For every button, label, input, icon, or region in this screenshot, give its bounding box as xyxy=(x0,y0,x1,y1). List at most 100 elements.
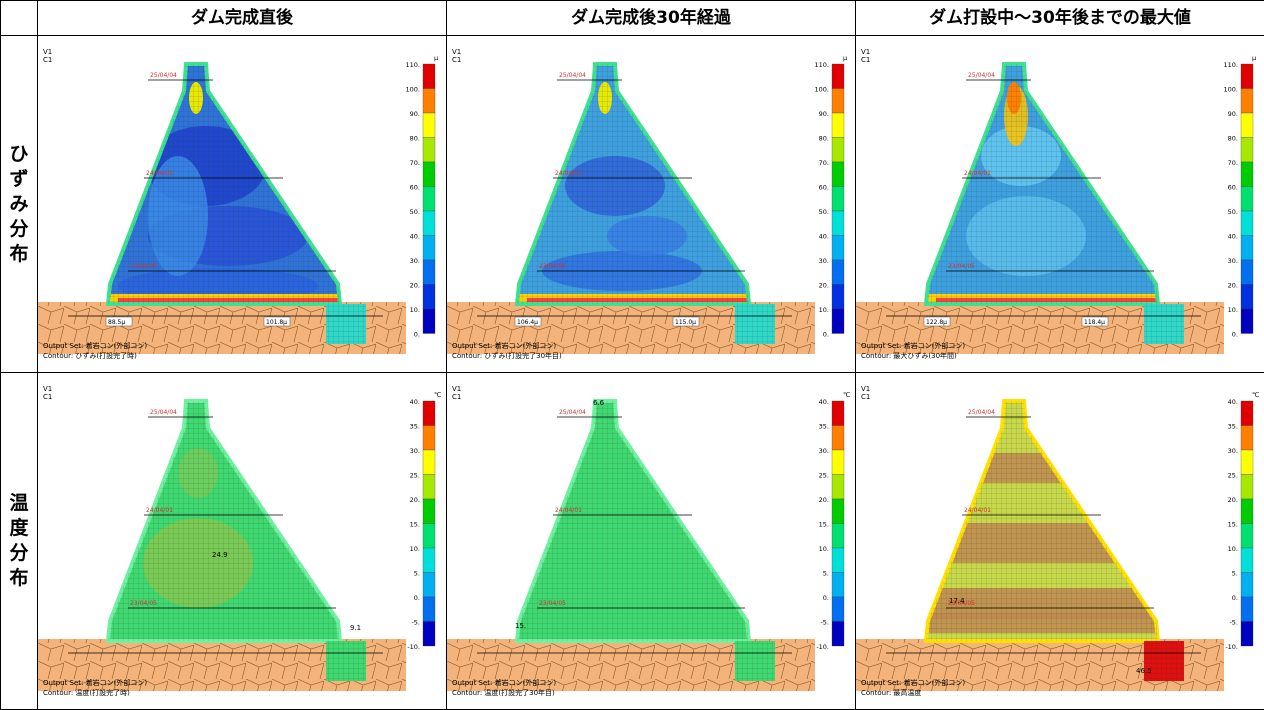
scale-swatch xyxy=(1241,162,1253,187)
view-label: C1 xyxy=(43,393,52,401)
row-label-char: ず xyxy=(1,167,37,192)
scale-tick: 5. xyxy=(823,570,829,578)
gallery-mesh xyxy=(1144,641,1184,681)
scale-swatch xyxy=(832,309,844,334)
scale-swatch xyxy=(423,138,435,163)
corner-cell xyxy=(1,1,38,36)
scale-tick: 35. xyxy=(819,423,829,431)
scale-tick: 50. xyxy=(819,208,829,216)
scale-tick: 20. xyxy=(819,282,829,290)
scale-swatch xyxy=(423,622,435,647)
view-label: C1 xyxy=(452,393,461,401)
lift-label: 23/04/05 xyxy=(130,263,157,270)
scale-tick: 40. xyxy=(410,398,420,406)
scale-tick: -5. xyxy=(411,619,420,627)
lift-label: 25/04/04 xyxy=(150,409,177,416)
value-label: 101.8μ xyxy=(266,319,287,326)
scale-tick: 0. xyxy=(1232,331,1238,339)
scale-tick: 10. xyxy=(1228,306,1238,314)
scale-tick: -10. xyxy=(816,643,829,651)
scale-swatch xyxy=(1241,89,1253,114)
scale-unit: ℃ xyxy=(1252,391,1259,399)
gallery-mesh xyxy=(735,304,775,344)
scale-swatch xyxy=(1241,285,1253,310)
contour-label: Contour: 最大ひずみ(30年間) xyxy=(861,351,957,360)
scale-swatch xyxy=(1241,64,1253,89)
scale-swatch xyxy=(423,573,435,598)
scale-swatch xyxy=(832,187,844,212)
scale-tick: 5. xyxy=(1232,570,1238,578)
scale-swatch xyxy=(423,450,435,475)
value-label: 15. xyxy=(515,622,526,630)
gallery-mesh xyxy=(326,304,366,344)
scale-swatch xyxy=(423,597,435,622)
scale-tick: 40. xyxy=(819,398,829,406)
scale-tick: 90. xyxy=(1228,110,1238,118)
value-label: 6.6 xyxy=(593,399,605,407)
output-set-label: Output Set: 着岩コン(外部コン) xyxy=(43,678,147,687)
value-label: 118.4μ xyxy=(1084,319,1105,326)
scale-swatch xyxy=(1241,211,1253,236)
scale-tick: 0. xyxy=(414,594,420,602)
lift-label: 25/04/04 xyxy=(559,72,586,79)
contour-label: Contour: 最高温度 xyxy=(861,688,921,697)
scale-unit: ℃ xyxy=(434,391,441,399)
column-header-3: ダム打設中～30年後までの最大値 xyxy=(856,1,1264,36)
scale-tick: 25. xyxy=(410,472,420,480)
scale-swatch xyxy=(1241,260,1253,285)
output-set-label: Output Set: 着岩コン(外部コン) xyxy=(452,678,556,687)
scale-swatch xyxy=(1241,622,1253,647)
contour-label: Contour: 温度(打設完了時) xyxy=(43,688,130,697)
view-label: C1 xyxy=(861,393,870,401)
lift-label: 24/04/01 xyxy=(555,507,582,514)
scale-swatch xyxy=(423,187,435,212)
value-label: 9.1 xyxy=(350,624,361,632)
scale-swatch xyxy=(832,211,844,236)
lift-label: 25/04/04 xyxy=(968,72,995,79)
view-label: V1 xyxy=(452,48,461,56)
scale-tick: 60. xyxy=(410,184,420,192)
scale-swatch xyxy=(832,89,844,114)
scale-swatch xyxy=(832,113,844,138)
scale-tick: 40. xyxy=(410,233,420,241)
scale-tick: 30. xyxy=(819,447,829,455)
scale-tick: 50. xyxy=(1228,208,1238,216)
scale-tick: 30. xyxy=(1228,257,1238,265)
scale-tick: 110. xyxy=(815,61,829,69)
lift-label: 25/04/04 xyxy=(559,409,586,416)
scale-tick: 110. xyxy=(1224,61,1238,69)
scale-swatch xyxy=(1241,138,1253,163)
view-label: V1 xyxy=(452,385,461,393)
scale-swatch xyxy=(1241,597,1253,622)
scale-tick: 110. xyxy=(406,61,420,69)
scale-tick: 0. xyxy=(1232,594,1238,602)
contour-label: Contour: ひずみ(打設完了時) xyxy=(43,351,137,360)
lift-label: 24/04/01 xyxy=(146,170,173,177)
scale-tick: 70. xyxy=(819,159,829,167)
scale-tick: 20. xyxy=(410,282,420,290)
scale-swatch xyxy=(1241,499,1253,524)
scale-tick: 15. xyxy=(1228,521,1238,529)
contour-label: Contour: 温度(打設完了30年目) xyxy=(452,688,555,697)
scale-swatch xyxy=(1241,573,1253,598)
scale-swatch xyxy=(832,450,844,475)
scale-swatch xyxy=(1241,309,1253,334)
scale-tick: -5. xyxy=(820,619,829,627)
scale-tick: -10. xyxy=(1225,643,1238,651)
scale-tick: 0. xyxy=(823,594,829,602)
scale-tick: 25. xyxy=(819,472,829,480)
scale-tick: 30. xyxy=(410,447,420,455)
output-set-label: Output Set: 着岩コン(外部コン) xyxy=(43,341,147,350)
output-set-label: Output Set: 着岩コン(外部コン) xyxy=(861,341,965,350)
scale-swatch xyxy=(423,309,435,334)
gallery-mesh xyxy=(1144,304,1184,344)
view-label: V1 xyxy=(861,385,870,393)
scale-swatch xyxy=(832,260,844,285)
scale-swatch xyxy=(423,89,435,114)
scale-unit: μ xyxy=(434,54,438,62)
scale-swatch xyxy=(423,64,435,89)
